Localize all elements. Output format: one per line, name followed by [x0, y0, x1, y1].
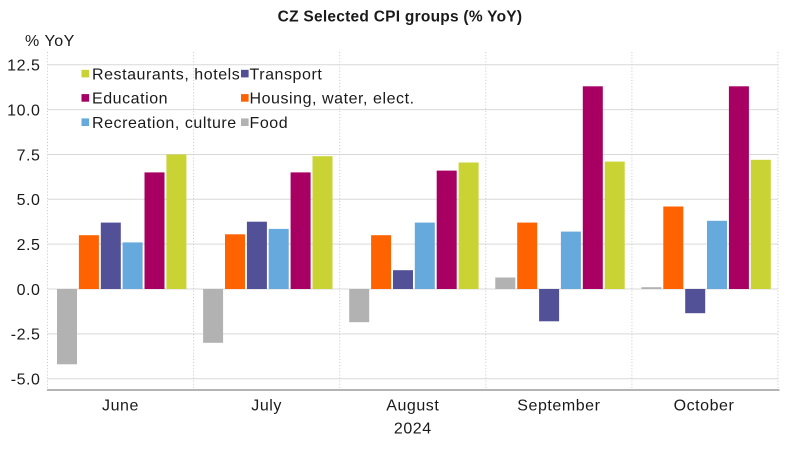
- svg-text:12.5: 12.5: [7, 58, 40, 75]
- svg-text:Restaurants, hotels: Restaurants, hotels: [92, 66, 240, 83]
- svg-text:June: June: [102, 398, 139, 415]
- svg-text:Housing, water, elect.: Housing, water, elect.: [250, 91, 415, 108]
- svg-text:7.5: 7.5: [17, 147, 41, 164]
- svg-text:2.5: 2.5: [17, 237, 41, 254]
- svg-text:5.0: 5.0: [17, 192, 41, 209]
- svg-text:-5.0: -5.0: [11, 372, 41, 389]
- svg-text:July: July: [251, 398, 282, 415]
- svg-text:0.0: 0.0: [17, 282, 41, 299]
- svg-text:August: August: [386, 398, 439, 415]
- svg-text:10.0: 10.0: [7, 103, 40, 120]
- svg-text:Education: Education: [92, 91, 168, 108]
- svg-text:% YoY: % YoY: [25, 33, 75, 50]
- svg-text:CZ Selected CPI groups (% YoY): CZ Selected CPI groups (% YoY): [278, 9, 523, 26]
- svg-text:-2.5: -2.5: [11, 327, 41, 344]
- svg-text:Recreation, culture: Recreation, culture: [92, 115, 237, 132]
- svg-text:September: September: [517, 398, 600, 415]
- svg-text:Food: Food: [250, 115, 289, 132]
- svg-text:Transport: Transport: [250, 66, 323, 83]
- svg-text:October: October: [674, 398, 735, 415]
- svg-text:2024: 2024: [394, 421, 432, 438]
